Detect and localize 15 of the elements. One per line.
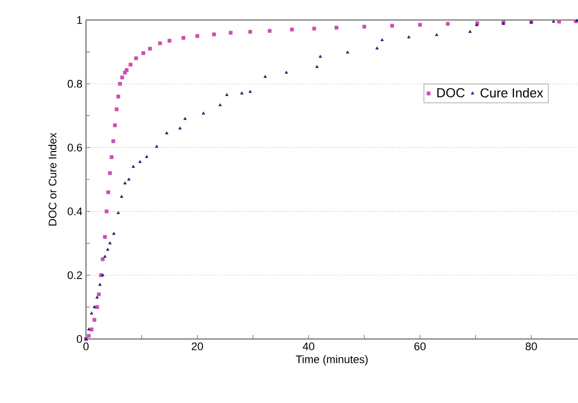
x-tick-label: 0 [83,342,89,350]
y-tick-label: 0 [76,335,82,343]
x-tick-label: 80 [526,342,537,350]
legend-label: DOC [437,88,465,98]
x-tick-label: 20 [192,342,203,350]
x-tick-label: 60 [414,342,426,350]
x-axis-title: Time (minutes) [296,355,368,366]
y-tick-label: 0.2 [68,271,82,280]
y-tick-label: 0.4 [68,208,82,216]
y-axis-title: DOC or Cure Index [48,132,56,226]
y-tick-label: 0.6 [68,144,82,152]
x-tick-label: 40 [302,342,314,350]
y-tick-label: 1 [77,16,82,24]
legend-label: Cure Index [480,88,544,98]
y-tick-label: 0.8 [68,80,82,88]
